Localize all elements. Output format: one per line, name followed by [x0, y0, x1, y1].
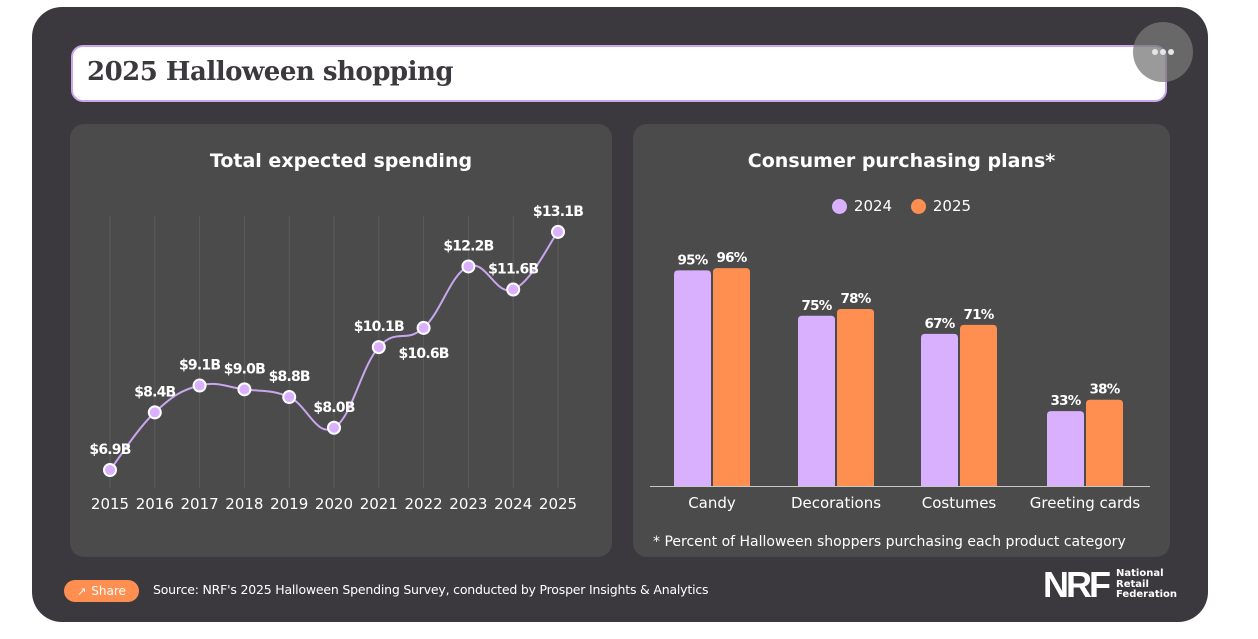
data-label: $6.9B [89, 442, 130, 458]
share-icon: ↗ [77, 584, 87, 598]
bar-2024[interactable] [674, 270, 711, 486]
data-point[interactable] [371, 340, 386, 355]
legend-label-2024: 2024 [853, 197, 893, 215]
more-dots-icon [1168, 49, 1174, 55]
bar-value-label: 95% [678, 252, 709, 268]
spending-line-chart: 2015 2016 2017 2018 2019 2020 2021 2022 2023 2024… [89, 204, 584, 513]
legend-swatch-2024 [831, 198, 847, 214]
spending-line [109, 231, 559, 471]
bar-value-label: 75% [802, 298, 833, 314]
data-label: $8.0B [313, 400, 354, 416]
x-tick-label: 2019 [270, 495, 308, 513]
x-tick-label: 2015 [91, 495, 129, 513]
x-tick-label: 2017 [181, 495, 219, 513]
x-tick-label: 2016 [136, 495, 174, 513]
data-label: $9.0B [224, 361, 265, 377]
x-tick-label: 2018 [225, 495, 263, 513]
x-tick-label: 2021 [360, 495, 398, 513]
nrf-logo-name: National Retail Federation [1116, 569, 1177, 601]
purchasing-chart-title: Consumer purchasing plans* [747, 150, 1056, 172]
data-point[interactable] [282, 390, 297, 405]
chart-footnote: * Percent of Halloween shoppers purchasi… [653, 534, 1126, 550]
x-tick-label: 2022 [405, 495, 443, 513]
data-point[interactable] [192, 378, 207, 393]
bar-2024[interactable] [1047, 411, 1084, 486]
nrf-logo-mark: NRF [1043, 564, 1111, 605]
bar-2025[interactable] [1086, 399, 1123, 486]
data-label: $13.1B [533, 204, 583, 220]
data-point[interactable] [506, 282, 521, 297]
bar-value-label: 78% [841, 291, 872, 307]
bar-value-label: 33% [1051, 393, 1082, 409]
title-box: 2025 Halloween shopping [71, 45, 1167, 102]
page-title: 2025 Halloween shopping [87, 57, 454, 87]
data-point[interactable] [147, 405, 162, 420]
bar-2025[interactable] [713, 268, 750, 486]
bar-2025[interactable] [837, 308, 874, 486]
bar-2024[interactable] [921, 333, 958, 486]
bar-value-label: 38% [1090, 382, 1121, 398]
x-tick-label: 2024 [494, 495, 532, 513]
share-button[interactable]: ↗ Share [64, 580, 139, 602]
source-text: Source: NRF's 2025 Halloween Spending Su… [153, 582, 709, 597]
data-label: $9.1B [179, 358, 220, 374]
data-point[interactable] [103, 463, 117, 477]
data-label: $12.2B [443, 238, 493, 254]
more-options-button[interactable] [1133, 22, 1193, 82]
chart-legend: 2024 2025 [633, 197, 1170, 218]
bar-value-label: 96% [717, 250, 748, 266]
nrf-name-line: National [1116, 568, 1164, 580]
data-point[interactable] [237, 382, 252, 397]
data-label: $10.1B [354, 319, 404, 335]
data-point[interactable] [416, 320, 431, 335]
purchasing-chart-panel: Consumer purchasing plans* 2024 2025 95%… [633, 124, 1170, 557]
data-label: $8.8B [269, 369, 310, 385]
more-dots-icon [1160, 49, 1166, 55]
purchasing-bar-chart: 95% 96% Candy 75% 78% Decorations 67% 71% Costum… [650, 250, 1150, 512]
nrf-logo: NRF National Retail Federation [1043, 567, 1177, 603]
data-point[interactable] [461, 259, 476, 274]
legend-item-2024: 2024 [831, 197, 893, 215]
legend-item-2025: 2025 [910, 197, 972, 215]
x-tick-label: 2020 [315, 495, 353, 513]
spending-chart-panel: Total expected spending 2015 2016 2017 2018… [70, 124, 612, 557]
bar-value-label: 67% [925, 316, 956, 332]
category-label: Costumes [922, 494, 997, 512]
nrf-name-line: Retail [1116, 578, 1149, 590]
legend-label-2025: 2025 [932, 197, 972, 215]
data-point[interactable] [551, 224, 565, 239]
category-label: Decorations [791, 494, 881, 512]
legend-swatch-2025 [910, 198, 926, 214]
data-label: $11.6B [488, 262, 538, 278]
data-point[interactable] [327, 420, 341, 435]
category-label: Candy [688, 494, 736, 512]
data-label: $10.6B [399, 346, 449, 362]
bar-2024[interactable] [798, 315, 835, 486]
share-label: Share [91, 584, 126, 598]
category-label: Greeting cards [1030, 494, 1141, 512]
x-tick-label: 2025 [539, 495, 577, 513]
data-label: $8.4B [134, 384, 175, 400]
bar-2025[interactable] [960, 324, 997, 486]
spending-chart-title: Total expected spending [209, 150, 473, 172]
nrf-name-line: Federation [1116, 589, 1178, 601]
more-dots-icon [1152, 49, 1158, 55]
bar-value-label: 71% [964, 307, 995, 323]
x-tick-label: 2023 [449, 495, 487, 513]
